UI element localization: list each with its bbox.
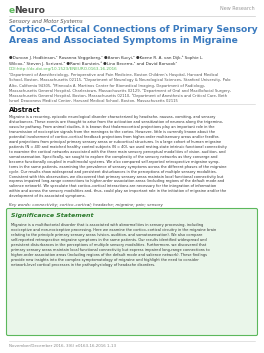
Text: November/December 2016, 3(6) e0163-16.2016 1-13: November/December 2016, 3(6) e0163-16.20… [9, 344, 116, 348]
FancyBboxPatch shape [7, 209, 257, 335]
Text: DOI:http://dx.doi.org/10.1523/ENEURO.0163-16.2016: DOI:http://dx.doi.org/10.1523/ENEURO.016… [9, 67, 118, 71]
Text: Abstract: Abstract [9, 107, 41, 113]
Text: e: e [9, 6, 15, 15]
Text: Sensory and Motor Systems: Sensory and Motor Systems [9, 19, 83, 24]
Text: Migraine is a recurring, episodic neurological disorder characterized by headach: Migraine is a recurring, episodic neurol… [9, 115, 227, 198]
Text: ¹Department of Anesthesiology, Perioperative and Pain Medicine, Boston Children’: ¹Department of Anesthesiology, Periopera… [9, 73, 231, 103]
Text: New Research: New Research [220, 6, 255, 11]
Text: Cortico–Cortical Connections of Primary Sensory
Areas and Associated Symptoms in: Cortico–Cortical Connections of Primary … [9, 25, 258, 45]
Text: Migraine is a multifactorial disorder that is associated with abnormalities in s: Migraine is a multifactorial disorder th… [11, 223, 216, 267]
Text: Significance Statement: Significance Statement [11, 213, 93, 218]
Text: Neuro: Neuro [15, 6, 45, 15]
Text: Key words: connectivity; cortico–cortical; headache; migraine; pain; sensory: Key words: connectivity; cortico–cortica… [9, 203, 163, 207]
Text: ●Duncan J. Hodkinson,¹ Rosanna Veggeberg,¹ ●Aaron Kucyi,² ●Koene R. A. van Dijk,: ●Duncan J. Hodkinson,¹ Rosanna Veggeberg… [9, 55, 203, 66]
